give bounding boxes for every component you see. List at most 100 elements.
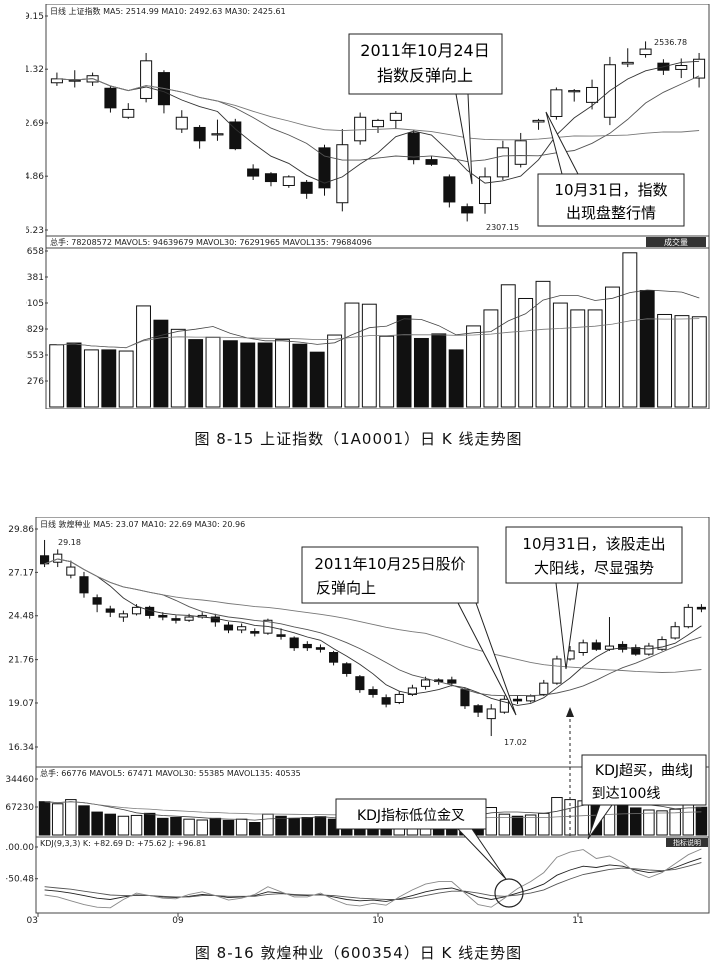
volume-tab[interactable]: 成交量 — [646, 237, 706, 247]
volume-bar — [136, 305, 151, 408]
candle-down — [425, 159, 438, 165]
price-pane: 29.86 27.17 24.48 21.76 19.07 16.34 — [8, 525, 707, 753]
candle-down — [171, 618, 181, 621]
figure-caption: 图 8-15 上证指数（1A0001）日 K 线走势图 — [194, 430, 523, 448]
annotation-line: 到达100线 — [592, 786, 661, 802]
volume-bar — [413, 337, 429, 408]
volume-bar — [498, 813, 511, 836]
volume-bar — [656, 810, 668, 836]
kdj-j-line — [44, 848, 702, 909]
candle-down — [158, 614, 168, 618]
candle-up — [514, 140, 527, 165]
kdj-pane: +100.00 +50.48 — [6, 843, 702, 909]
x-tick-label: 11 — [572, 916, 583, 925]
candle-down — [631, 647, 641, 655]
sse-index-chart: 日线 上证指数 MA5: 2514.99 MA10: 2492.63 MA30:… — [26, 4, 710, 409]
candle-up — [621, 61, 634, 65]
annotation-pointer — [457, 602, 517, 716]
indicator-tab-bg — [666, 838, 708, 847]
high-price-label: 29.18 — [58, 538, 81, 547]
candle-up — [532, 119, 545, 123]
volume-bar — [78, 805, 90, 836]
volume-bar — [466, 325, 481, 408]
candle-up — [122, 108, 135, 118]
x-tick-label: 10 — [372, 916, 384, 925]
annotation-golden-cross: KDJ指标低位金叉 — [335, 798, 507, 880]
mavol5-line — [56, 289, 700, 349]
volume-bar — [235, 818, 248, 836]
annotation-line: 2011年10月25日股价 — [314, 555, 465, 573]
volume-tick-label: 134460 — [6, 775, 34, 785]
candle-down — [39, 555, 50, 565]
volume-bar — [49, 344, 65, 408]
annotation-box — [348, 33, 503, 95]
volume-bar — [570, 309, 586, 408]
annotation-line: 10月31日，该股走出 — [522, 535, 665, 553]
volume-bar — [622, 252, 638, 408]
guide-arrow — [566, 707, 574, 717]
candle-up — [389, 112, 402, 121]
volume-bar — [222, 819, 235, 836]
volume-header: 总手: 78208572 MAVOL5: 94639679 MAVOL30: 7… — [50, 237, 372, 247]
candle-up — [175, 116, 188, 130]
volume-bar — [629, 807, 642, 836]
volume-bar — [275, 339, 290, 408]
candle-up — [496, 147, 509, 178]
candle-down — [247, 168, 260, 177]
candle-down — [381, 697, 391, 705]
annotation-pointer — [545, 111, 579, 175]
annotation-line: 反弹向上 — [316, 579, 376, 597]
candle-up — [237, 626, 247, 631]
volume-bar — [104, 813, 117, 836]
volume-bar — [157, 817, 169, 836]
candle-up — [211, 133, 224, 136]
annotation-line: 出现盘整行情 — [566, 204, 656, 222]
volume-bar — [511, 815, 524, 836]
candle-up — [657, 639, 667, 650]
volume-bar — [117, 815, 130, 836]
volume-bar — [309, 351, 325, 408]
candle-up — [578, 642, 588, 654]
candle-down — [618, 643, 628, 650]
y-tick-label: 21.76 — [8, 656, 34, 666]
candle-up — [550, 89, 563, 117]
candle-down — [473, 705, 483, 713]
candle-down — [105, 608, 115, 613]
figure-caption: 图 8-16 敦煌种业（600354）日 K 线走势图 — [194, 944, 523, 962]
candle-down — [342, 663, 352, 674]
candle-up — [184, 616, 194, 621]
y-tick-label: 2432.69 — [26, 119, 44, 129]
volume-bar — [51, 803, 64, 836]
candle-down — [318, 147, 331, 189]
indicator-tab[interactable]: 指标说明 — [666, 838, 708, 847]
ma5-line — [56, 60, 700, 184]
volume-tab-label: 成交量 — [664, 237, 688, 247]
indicator-tab-label: 指标说明 — [673, 838, 701, 847]
candle-up — [675, 65, 688, 70]
volume-pane: 13658 11381 9105 6829 4553 2276 — [26, 247, 707, 408]
volume-bar — [344, 302, 360, 408]
volume-bar — [91, 811, 103, 836]
candle-up — [693, 58, 706, 79]
candle-up — [371, 119, 385, 128]
dunhuang-seed-chart: 日线 敦煌种业 MA5: 23.07 MA10: 22.69 MA30: 20.… — [6, 517, 710, 925]
y-tick-label: 19.07 — [8, 699, 34, 709]
volume-bar — [695, 806, 708, 836]
candle-down — [300, 181, 313, 194]
volume-bar — [361, 303, 377, 408]
annotation-line: 10月31日，指数 — [554, 181, 667, 199]
volume-bar — [222, 340, 238, 408]
volume-bar — [524, 814, 537, 836]
candle-up — [639, 48, 652, 56]
candle-down — [264, 173, 278, 183]
volume-tick-label: 2276 — [26, 377, 44, 387]
kdj-d-line — [44, 862, 702, 900]
candle-up — [499, 698, 509, 713]
chart-header: 日线 敦煌种业 MA5: 23.07 MA10: 22.69 MA30: 20.… — [40, 519, 245, 529]
y-tick-label: 2296.23 — [26, 226, 44, 236]
candle-down — [696, 606, 707, 610]
candle-down — [302, 643, 312, 649]
volume-bar — [682, 801, 695, 836]
candle-down — [355, 676, 365, 691]
y-tick-label: 2501.32 — [26, 65, 44, 75]
